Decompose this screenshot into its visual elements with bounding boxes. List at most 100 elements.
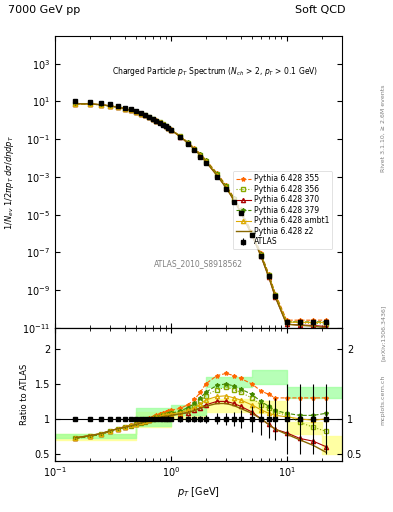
Pythia 6.428 z2: [273, 294, 278, 301]
Pythia 6.428 355: [259, 250, 263, 257]
Pythia 6.428 370: [163, 123, 168, 129]
Pythia 6.428 379: [203, 157, 208, 163]
Pythia 6.428 z2: [198, 153, 203, 159]
Pythia 6.428 z2: [157, 119, 162, 125]
Pythia 6.428 370: [128, 107, 133, 113]
Pythia 6.428 370: [169, 127, 173, 133]
Pythia 6.428 355: [203, 157, 208, 163]
Pythia 6.428 355: [163, 122, 168, 129]
Text: 7000 GeV pp: 7000 GeV pp: [8, 5, 80, 15]
Pythia 6.428 370: [154, 118, 159, 124]
Text: [arXiv:1306.3436]: [arXiv:1306.3436]: [381, 305, 386, 361]
Pythia 6.428 ambt1: [259, 252, 263, 258]
Pythia 6.428 ambt1: [284, 319, 289, 325]
Pythia 6.428 ambt1: [154, 118, 159, 124]
Pythia 6.428 356: [88, 101, 92, 107]
Pythia 6.428 370: [147, 114, 152, 120]
Pythia 6.428 z2: [298, 322, 302, 328]
Pythia 6.428 370: [151, 116, 155, 122]
Legend: Pythia 6.428 355, Pythia 6.428 356, Pythia 6.428 370, Pythia 6.428 379, Pythia 6: Pythia 6.428 355, Pythia 6.428 356, Pyth…: [233, 171, 332, 249]
Pythia 6.428 355: [128, 107, 133, 113]
Pythia 6.428 z2: [143, 112, 147, 118]
Pythia 6.428 356: [259, 251, 263, 258]
Pythia 6.428 356: [169, 126, 173, 133]
Pythia 6.428 ambt1: [147, 114, 152, 120]
Line: Pythia 6.428 z2: Pythia 6.428 z2: [75, 103, 326, 328]
Pythia 6.428 379: [273, 292, 278, 298]
Pythia 6.428 355: [266, 271, 271, 277]
Pythia 6.428 ambt1: [311, 319, 316, 326]
Pythia 6.428 356: [231, 196, 236, 202]
Pythia 6.428 355: [324, 317, 329, 323]
Pythia 6.428 370: [166, 125, 171, 131]
Pythia 6.428 355: [151, 116, 155, 122]
Pythia 6.428 356: [151, 116, 155, 122]
Pythia 6.428 356: [154, 118, 159, 124]
Text: mcplots.cern.ch: mcplots.cern.ch: [381, 374, 386, 424]
Pythia 6.428 ambt1: [166, 125, 171, 131]
Pythia 6.428 370: [178, 134, 182, 140]
Pythia 6.428 z2: [266, 274, 271, 280]
Pythia 6.428 ambt1: [203, 158, 208, 164]
Pythia 6.428 355: [154, 117, 159, 123]
Pythia 6.428 z2: [185, 140, 190, 146]
Pythia 6.428 355: [284, 317, 289, 323]
Pythia 6.428 ambt1: [324, 319, 329, 326]
Pythia 6.428 370: [224, 184, 228, 190]
Line: Pythia 6.428 379: Pythia 6.428 379: [73, 102, 329, 324]
Pythia 6.428 379: [266, 272, 271, 278]
Pythia 6.428 356: [157, 119, 162, 125]
Pythia 6.428 356: [128, 107, 133, 113]
Pythia 6.428 379: [224, 183, 228, 189]
Pythia 6.428 355: [73, 101, 78, 107]
Pythia 6.428 z2: [259, 253, 263, 259]
Pythia 6.428 ambt1: [250, 231, 254, 237]
Pythia 6.428 355: [273, 291, 278, 297]
Pythia 6.428 355: [250, 229, 254, 235]
Pythia 6.428 z2: [250, 232, 254, 238]
Pythia 6.428 ambt1: [198, 152, 203, 158]
Pythia 6.428 370: [143, 112, 147, 118]
Pythia 6.428 379: [134, 109, 138, 115]
Pythia 6.428 355: [157, 119, 162, 125]
Pythia 6.428 370: [273, 294, 278, 301]
Pythia 6.428 356: [166, 124, 171, 131]
Pythia 6.428 z2: [178, 134, 182, 140]
Pythia 6.428 370: [324, 324, 329, 330]
Pythia 6.428 379: [250, 230, 254, 236]
Pythia 6.428 z2: [160, 121, 165, 127]
Pythia 6.428 355: [108, 103, 113, 109]
Pythia 6.428 ambt1: [138, 111, 143, 117]
Pythia 6.428 370: [157, 119, 162, 125]
Pythia 6.428 370: [138, 111, 143, 117]
Pythia 6.428 379: [73, 101, 78, 107]
Pythia 6.428 356: [116, 104, 120, 111]
Pythia 6.428 379: [311, 319, 316, 325]
Pythia 6.428 379: [163, 123, 168, 129]
Pythia 6.428 z2: [324, 325, 329, 331]
Pythia 6.428 379: [116, 104, 120, 111]
Pythia 6.428 370: [250, 231, 254, 238]
Pythia 6.428 ambt1: [238, 208, 243, 215]
Text: Rivet 3.1.10, ≥ 2.6M events: Rivet 3.1.10, ≥ 2.6M events: [381, 84, 386, 172]
Pythia 6.428 ambt1: [151, 116, 155, 122]
Pythia 6.428 379: [154, 118, 159, 124]
Pythia 6.428 379: [160, 121, 165, 127]
Pythia 6.428 355: [147, 114, 152, 120]
Pythia 6.428 ambt1: [169, 126, 173, 133]
Pythia 6.428 z2: [231, 197, 236, 203]
Pythia 6.428 356: [138, 111, 143, 117]
Pythia 6.428 ambt1: [160, 121, 165, 127]
Pythia 6.428 379: [324, 318, 329, 325]
Pythia 6.428 379: [99, 102, 103, 108]
Pythia 6.428 z2: [128, 107, 133, 113]
Pythia 6.428 ambt1: [116, 104, 120, 110]
Pythia 6.428 356: [122, 105, 127, 112]
Pythia 6.428 370: [215, 172, 219, 178]
Pythia 6.428 370: [122, 105, 127, 112]
Pythia 6.428 355: [185, 139, 190, 145]
Pythia 6.428 356: [108, 103, 113, 109]
Pythia 6.428 355: [198, 151, 203, 157]
Pythia 6.428 ambt1: [273, 292, 278, 298]
Pythia 6.428 z2: [151, 116, 155, 122]
